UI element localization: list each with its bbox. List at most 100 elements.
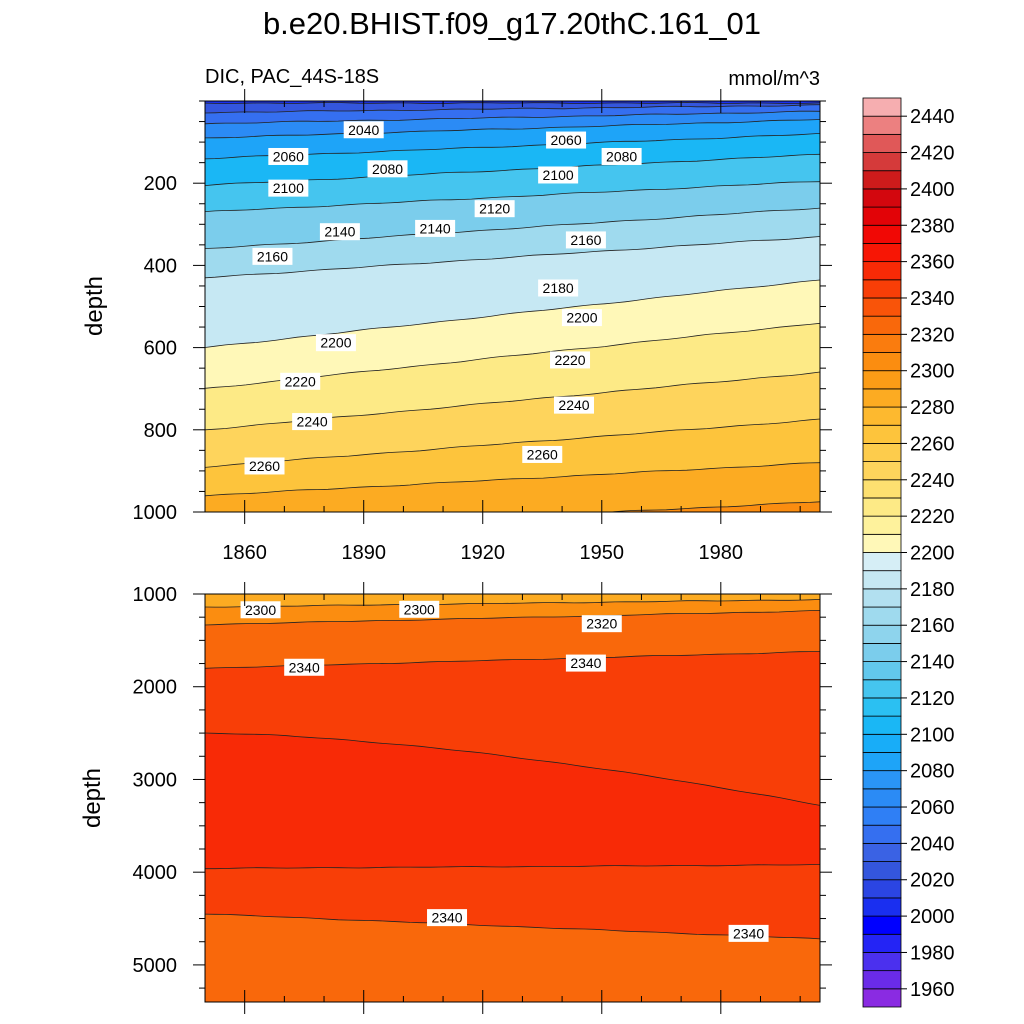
colorbar-swatch (862, 552, 902, 572)
contour-label: 2100 (273, 180, 304, 196)
contour-label: 2080 (372, 161, 403, 177)
contour-label: 2300 (404, 601, 435, 617)
colorbar-swatch (862, 861, 902, 881)
colorbar-tick-label: 2080 (910, 761, 955, 783)
contour-label: 2340 (289, 659, 320, 675)
colorbar-swatch (862, 770, 902, 790)
upper-axes: 1860 1890 1920 1950 1980 200 400 600 800 1000 (133, 89, 832, 564)
colorbar-swatch (862, 224, 902, 244)
colorbar-tick-label: 2260 (910, 433, 955, 455)
contour-label-box (315, 334, 356, 352)
contour-label: 2220 (554, 352, 585, 368)
y-tick-label: 800 (144, 420, 177, 442)
colorbar-swatch (862, 733, 902, 753)
colorbar-tick-label: 2300 (910, 361, 955, 383)
contour-label: 2200 (566, 310, 597, 326)
contour-label-box (728, 924, 769, 942)
chart-title: b.e20.BHIST.f09_g17.20thC.161_01 (262, 6, 762, 41)
colorbar-swatch (862, 152, 902, 172)
colorbar-swatch (862, 388, 902, 408)
lower-y-axis-label: depth (79, 768, 106, 828)
lower-contour-lines (205, 599, 820, 940)
y-tick-label: 4000 (133, 862, 178, 884)
upper-contour-panel: 2040 2060 2060 2080 2080 2100 2100 2120 2140 2140… (81, 89, 832, 564)
upper-band (205, 236, 820, 348)
colorbar-swatch (862, 297, 902, 317)
units-label: mmol/m^3 (728, 68, 820, 90)
colorbar-swatch (862, 406, 902, 426)
contour-label-box (581, 615, 622, 633)
lower-contour-line (205, 913, 820, 940)
contour-label: 2220 (285, 373, 316, 389)
contour-label: 2240 (297, 414, 328, 430)
upper-band (205, 133, 820, 186)
colorbar-swatch (862, 315, 902, 335)
contour-label: 2340 (570, 655, 601, 671)
contour-label-box (538, 166, 579, 184)
colorbar-swatch (862, 824, 902, 844)
lower-contour-fills (205, 594, 820, 1002)
colorbar-tick-label: 2320 (910, 324, 955, 346)
colorbar-swatch (862, 243, 902, 263)
upper-contour-line (607, 501, 820, 512)
contour-label-box (319, 223, 360, 241)
upper-band (205, 280, 820, 389)
contour-label: 2320 (586, 616, 617, 632)
contour-label-box (601, 147, 642, 165)
contour-label-box (268, 179, 309, 197)
lower-band (205, 651, 820, 806)
contour-label-box (554, 396, 594, 414)
upper-contour-line (205, 207, 820, 249)
colorbar-swatch (862, 479, 902, 499)
contour-label-box (565, 654, 606, 672)
contour-label: 2100 (543, 167, 574, 183)
upper-contour-line (205, 236, 820, 279)
colorbar-swatch (862, 533, 902, 553)
upper-contour-line (205, 418, 820, 468)
colorbar-tick-label: 2240 (910, 470, 955, 492)
colorbar-swatch (862, 697, 902, 717)
colorbar: 1960 1980 2000 2020 2040 2060 2080 2100 2120 2140… (862, 97, 955, 1008)
contour-label-box (546, 131, 587, 149)
upper-band (205, 372, 820, 468)
contour-label: 2260 (527, 446, 558, 462)
colorbar-swatch (862, 952, 902, 972)
lower-contour-panel: 2300 2300 2320 2340 2340 2340 2340 1000 2000 300… (79, 582, 832, 1014)
colorbar-tick-label: 2100 (910, 724, 955, 746)
contour-label-box (399, 600, 440, 618)
colorbar-swatch (862, 806, 902, 826)
colorbar-swatch (862, 497, 902, 517)
colorbar-swatch (862, 715, 902, 735)
lower-axes: 1000 2000 3000 4000 5000 (133, 582, 832, 1014)
colorbar-tick-label: 1960 (910, 979, 955, 1001)
colorbar-tick-label: 2040 (910, 833, 955, 855)
contour-label-box (565, 231, 606, 249)
colorbar-swatch (862, 897, 902, 917)
x-tick-label: 1890 (341, 542, 386, 564)
upper-band (205, 208, 820, 278)
contour-label: 2060 (273, 148, 304, 164)
upper-contour-line (205, 181, 820, 212)
upper-contour-line (205, 462, 820, 497)
colorbar-tick-label: 2060 (910, 797, 955, 819)
upper-contour-line (205, 110, 820, 125)
contour-label-box (427, 909, 468, 927)
colorbar-swatch (862, 133, 902, 153)
colorbar-swatch (862, 679, 902, 699)
colorbar-swatch (862, 188, 902, 208)
contour-label-box (550, 351, 591, 369)
contour-label-box (244, 457, 285, 475)
colorbar-swatch (862, 624, 902, 644)
colorbar-swatch (862, 588, 902, 608)
contour-label-box (252, 247, 293, 265)
y-tick-label: 2000 (133, 677, 178, 699)
upper-contour-line (205, 104, 820, 114)
contour-label: 2340 (733, 925, 764, 941)
contour-label-box (522, 445, 563, 463)
contour-label-box (343, 121, 384, 139)
colorbar-tick-label: 2440 (910, 106, 955, 128)
colorbar-swatch (862, 279, 902, 299)
upper-contour-labels: 2040 2060 2060 2080 2080 2100 2100 2120 2140 2140… (244, 121, 642, 475)
x-tick-label: 1920 (460, 542, 505, 564)
colorbar-swatch (862, 370, 902, 390)
